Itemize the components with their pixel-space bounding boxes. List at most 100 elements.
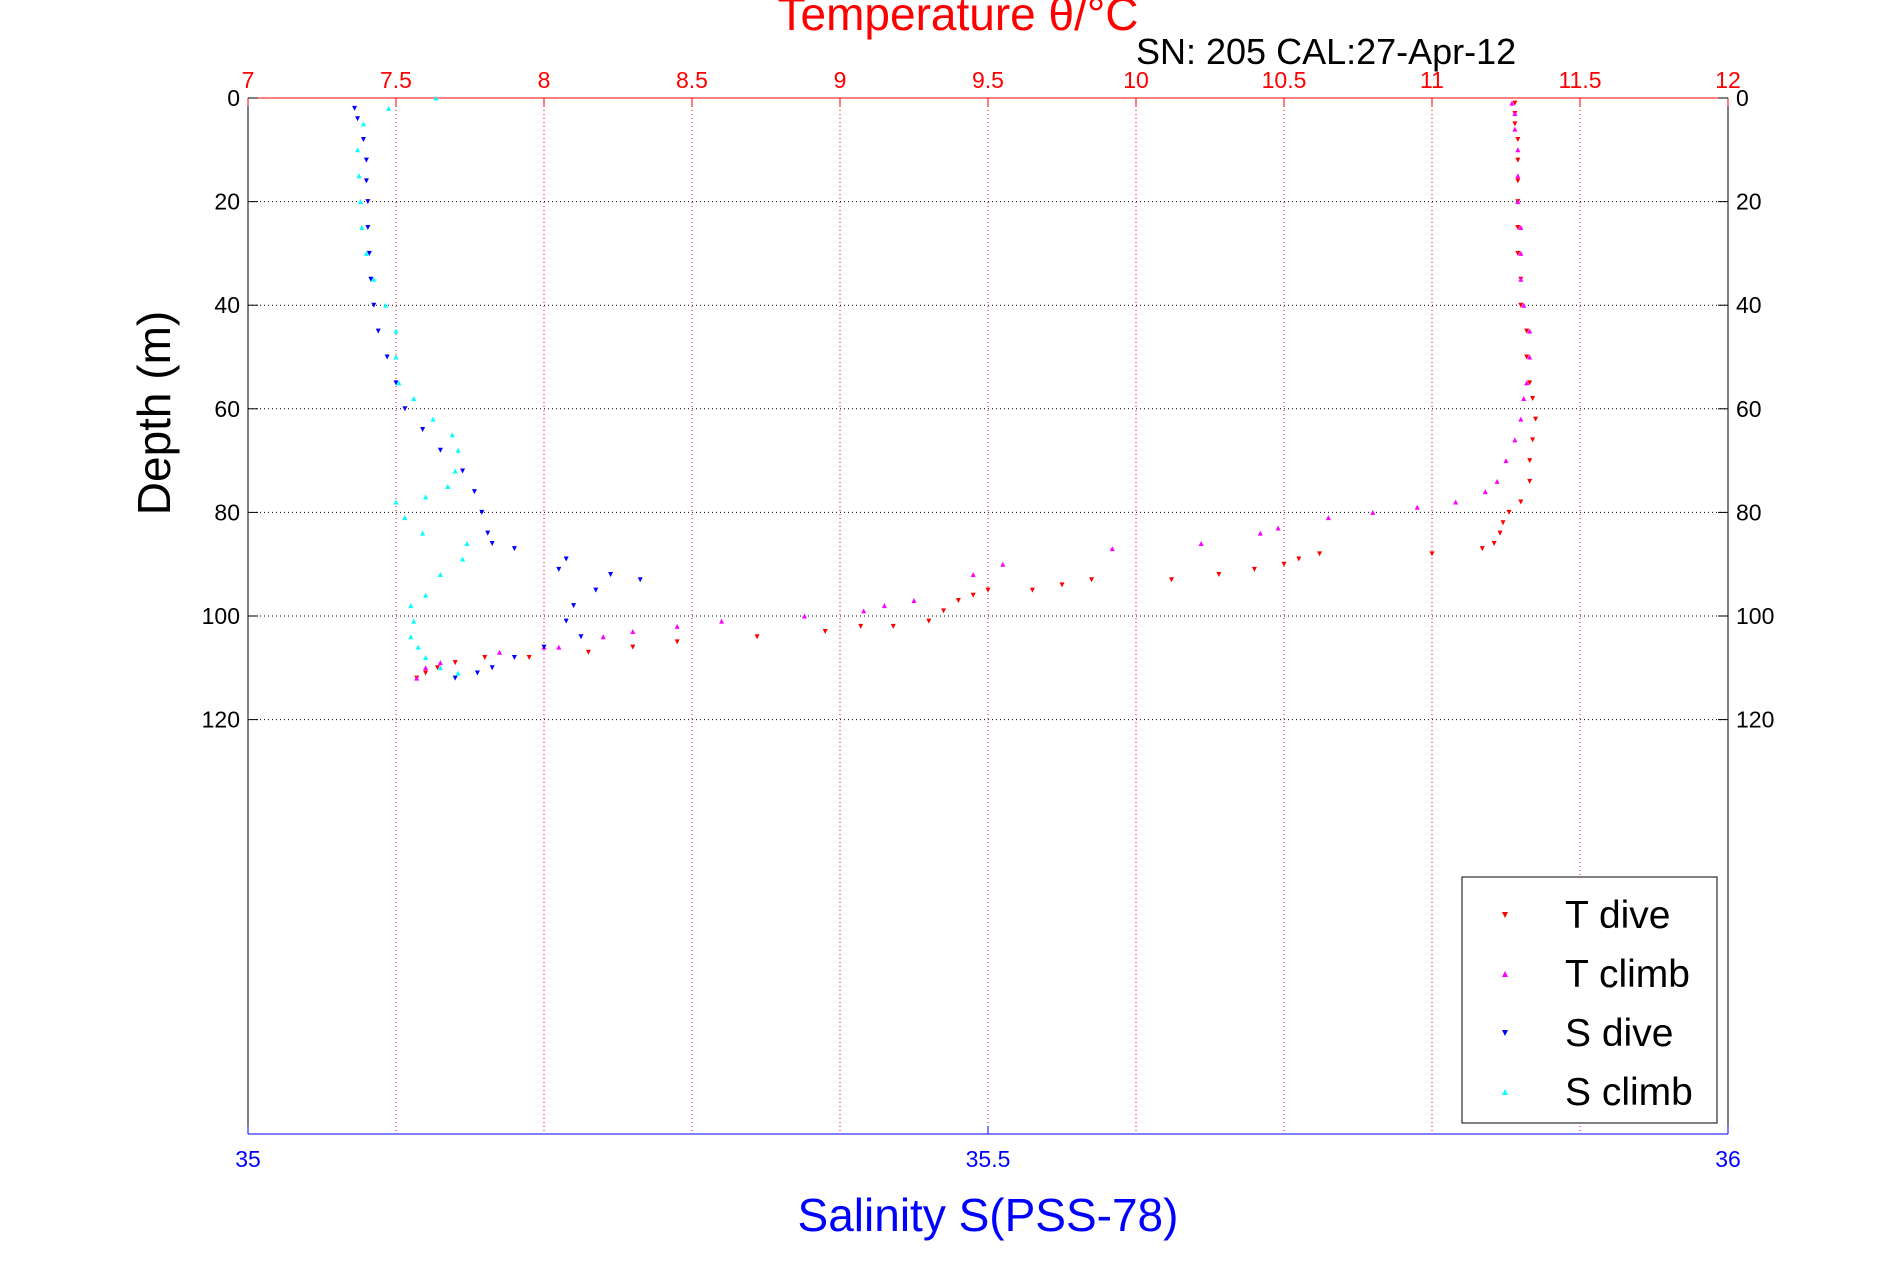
data-point bbox=[371, 302, 377, 308]
data-point bbox=[970, 592, 976, 598]
data-point bbox=[1527, 478, 1533, 484]
data-point bbox=[1527, 328, 1533, 334]
data-point bbox=[571, 603, 577, 609]
data-point bbox=[445, 484, 451, 489]
data-point bbox=[1518, 225, 1524, 230]
data-point bbox=[608, 572, 614, 578]
data-point bbox=[360, 121, 366, 127]
data-point bbox=[858, 623, 864, 629]
data-point bbox=[1527, 458, 1533, 464]
tick-label-depth-right: 40 bbox=[1736, 292, 1762, 318]
data-point bbox=[1414, 504, 1420, 510]
ticks: 7 7.5 8 8.5 9 9.5 10 10.5 11 11.5 12 35 35.5 36 0 0 20 20… bbox=[202, 67, 1775, 1172]
data-point bbox=[366, 250, 372, 256]
data-point bbox=[1512, 437, 1518, 443]
tick-label-depth-left: 40 bbox=[214, 292, 240, 318]
data-point bbox=[423, 494, 429, 500]
data-point bbox=[881, 603, 887, 609]
tick-label-depth-right: 120 bbox=[1736, 707, 1774, 733]
data-point bbox=[1530, 437, 1536, 443]
data-point bbox=[411, 395, 417, 401]
data-point bbox=[637, 577, 643, 583]
grid bbox=[248, 98, 1728, 1134]
data-point bbox=[455, 447, 461, 453]
data-point bbox=[383, 302, 389, 308]
data-point bbox=[600, 634, 606, 640]
data-point bbox=[430, 416, 436, 422]
data-point bbox=[1509, 100, 1515, 106]
data-point bbox=[449, 432, 455, 438]
data-point bbox=[1524, 328, 1530, 334]
data-point bbox=[474, 670, 480, 676]
data-point bbox=[402, 515, 408, 521]
data-point bbox=[1515, 147, 1521, 153]
legend-label: T dive bbox=[1565, 894, 1671, 937]
data-point bbox=[423, 654, 429, 660]
data-point bbox=[822, 629, 828, 635]
data-point bbox=[1429, 551, 1435, 557]
data-point bbox=[1518, 499, 1524, 505]
data-point bbox=[1198, 540, 1204, 546]
data-point bbox=[1512, 111, 1518, 117]
data-point bbox=[1500, 520, 1506, 526]
data-point bbox=[437, 660, 443, 666]
data-point bbox=[630, 629, 636, 635]
data-point bbox=[452, 660, 458, 666]
data-point bbox=[1521, 395, 1527, 401]
data-point bbox=[363, 250, 369, 256]
data-point bbox=[526, 654, 532, 660]
tick-label-depth-left: 80 bbox=[214, 499, 240, 525]
data-point bbox=[1518, 250, 1524, 256]
data-point bbox=[437, 665, 443, 671]
data-point bbox=[393, 499, 399, 505]
data-point bbox=[1370, 509, 1376, 515]
data-point bbox=[489, 540, 495, 546]
data-point bbox=[563, 618, 569, 624]
series-s-climb bbox=[355, 95, 470, 676]
data-points bbox=[352, 95, 1539, 681]
tick-label-depth-right: 60 bbox=[1736, 396, 1762, 422]
data-point bbox=[1216, 572, 1222, 578]
data-point bbox=[801, 613, 807, 619]
data-point bbox=[511, 654, 517, 660]
series-s-dive bbox=[352, 105, 643, 681]
data-point bbox=[363, 178, 369, 184]
data-point bbox=[1512, 100, 1518, 106]
legend-marker bbox=[1502, 912, 1508, 918]
tick-label-temp: 7.5 bbox=[380, 67, 412, 93]
data-point bbox=[482, 654, 488, 660]
data-point bbox=[396, 380, 402, 386]
data-point bbox=[585, 649, 591, 655]
data-point bbox=[1515, 173, 1521, 179]
data-point bbox=[357, 199, 363, 205]
data-point bbox=[408, 603, 414, 609]
data-point bbox=[489, 665, 495, 671]
data-point bbox=[460, 468, 466, 474]
tick-label-temp: 11.5 bbox=[1558, 67, 1601, 93]
data-point bbox=[1251, 566, 1257, 572]
data-point bbox=[423, 665, 429, 671]
data-point bbox=[423, 670, 429, 676]
data-point bbox=[411, 618, 417, 624]
tick-label-depth-left: 0 bbox=[227, 85, 240, 111]
tick-label-temp: 10.5 bbox=[1262, 67, 1307, 93]
data-point bbox=[1325, 515, 1331, 521]
data-point bbox=[386, 105, 392, 111]
data-point bbox=[1296, 556, 1302, 562]
chart-subtitle: SN: 205 CAL:27-Apr-12 bbox=[1136, 31, 1516, 72]
tick-label-temp: 8 bbox=[538, 67, 551, 93]
data-point bbox=[471, 489, 477, 495]
legend-label: S climb bbox=[1565, 1071, 1693, 1114]
tick-label-sal: 35 bbox=[235, 1146, 261, 1172]
chart-title: Temperature θ/°C bbox=[778, 0, 1139, 40]
data-point bbox=[485, 530, 491, 536]
legend-label: T climb bbox=[1565, 953, 1690, 996]
tick-label-depth-left: 20 bbox=[214, 189, 240, 215]
data-point bbox=[1257, 530, 1263, 536]
data-point bbox=[384, 354, 390, 360]
data-point bbox=[1515, 199, 1521, 205]
data-point bbox=[719, 618, 725, 624]
data-point bbox=[674, 639, 680, 645]
data-point bbox=[497, 649, 503, 655]
data-point bbox=[1029, 587, 1035, 593]
